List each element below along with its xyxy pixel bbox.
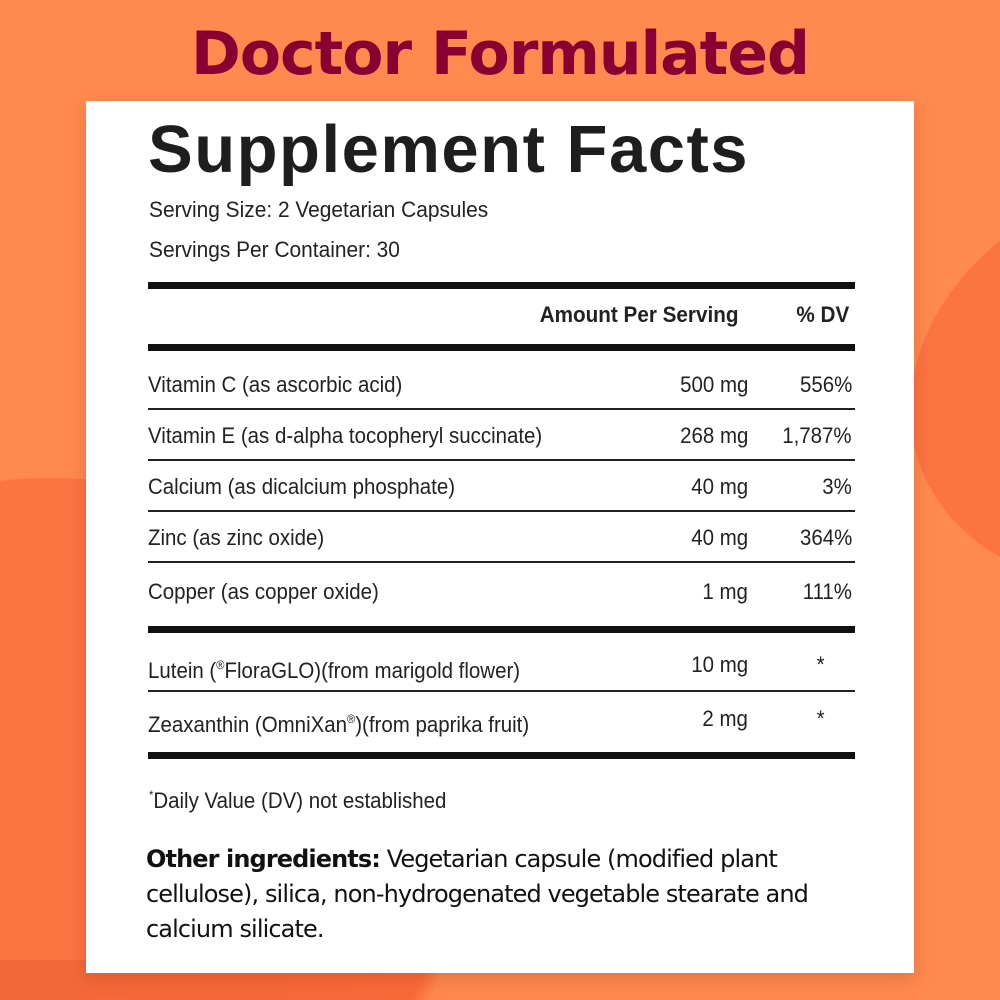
- nutrient-amount: 500 mg: [679, 372, 748, 397]
- footnote-mark: *: [149, 788, 154, 802]
- nutrient-name: Zinc (as zinc oxide): [148, 525, 325, 550]
- nutrient-amount: 2 mg: [702, 706, 748, 731]
- nutrient-name: Copper (as copper oxide): [148, 579, 379, 604]
- rule-thick: [148, 626, 855, 633]
- column-header-amount: Amount Per Serving: [539, 302, 738, 327]
- rule-thin: [148, 510, 855, 512]
- rule-thin: [148, 690, 855, 692]
- supplement-facts-title: Supplement Facts: [148, 112, 750, 187]
- servings-per-container: Servings Per Container: 30: [149, 237, 400, 262]
- nutrient-dv: 1,787%: [782, 423, 852, 448]
- headline: Doctor Formulated: [191, 19, 810, 89]
- rule-thin: [148, 408, 855, 410]
- nutrient-dv: 364%: [799, 525, 852, 550]
- nutrient-amount: 268 mg: [679, 423, 748, 448]
- nutrient-row: Vitamin E (as d-alpha tocopheryl succina…: [148, 418, 855, 454]
- nutrient-name: Lutein (®FloraGLO)(from marigold flower): [148, 658, 521, 683]
- registered-mark: ®: [216, 658, 225, 672]
- nutrient-row: Vitamin C (as ascorbic acid) 500 mg 556%: [148, 367, 855, 403]
- rule-thick: [148, 344, 855, 351]
- other-ingredients-label: Other ingredients:: [146, 845, 381, 873]
- rule-thin: [148, 561, 855, 563]
- nutrient-dv: 3%: [822, 474, 852, 499]
- registered-mark: ®: [347, 712, 356, 726]
- nutrient-amount: 10 mg: [691, 652, 748, 677]
- nutrient-name: Vitamin C (as ascorbic acid): [148, 372, 403, 397]
- other-ingredients: Other ingredients: Vegetarian capsule (m…: [146, 842, 866, 947]
- nutrient-amount: 1 mg: [702, 579, 748, 604]
- column-header-dv: % DV: [796, 302, 849, 327]
- other-ingredients-text: Vegetarian capsule (modified plant cellu…: [146, 845, 809, 943]
- nutrient-name: Calcium (as dicalcium phosphate): [148, 474, 456, 499]
- nutrient-dv: 556%: [799, 372, 852, 397]
- footnote: *Daily Value (DV) not established: [149, 788, 447, 813]
- rule-thick: [148, 752, 855, 759]
- nutrient-row: Copper (as copper oxide) 1 mg 111%: [148, 574, 855, 610]
- nutrient-row: Calcium (as dicalcium phosphate) 40 mg 3…: [148, 469, 855, 505]
- nutrient-dv: *: [817, 706, 825, 731]
- nutrient-row: Zeaxanthin (OmniXan®)(from paprika fruit…: [148, 701, 855, 737]
- nutrient-amount: 40 mg: [691, 474, 748, 499]
- nutrient-name: Vitamin E (as d-alpha tocopheryl succina…: [148, 423, 543, 448]
- nutrient-dv: *: [817, 652, 825, 677]
- nutrient-name: Zeaxanthin (OmniXan®)(from paprika fruit…: [148, 712, 530, 737]
- nutrient-row: Lutein (®FloraGLO)(from marigold flower)…: [148, 647, 855, 683]
- nutrient-row: Zinc (as zinc oxide) 40 mg 364%: [148, 520, 855, 556]
- nutrient-dv: 111%: [802, 579, 852, 604]
- nutrient-amount: 40 mg: [691, 525, 748, 550]
- serving-size: Serving Size: 2 Vegetarian Capsules: [149, 197, 489, 222]
- rule-thick: [148, 282, 855, 289]
- supplement-facts-panel: [86, 101, 914, 973]
- rule-thin: [148, 459, 855, 461]
